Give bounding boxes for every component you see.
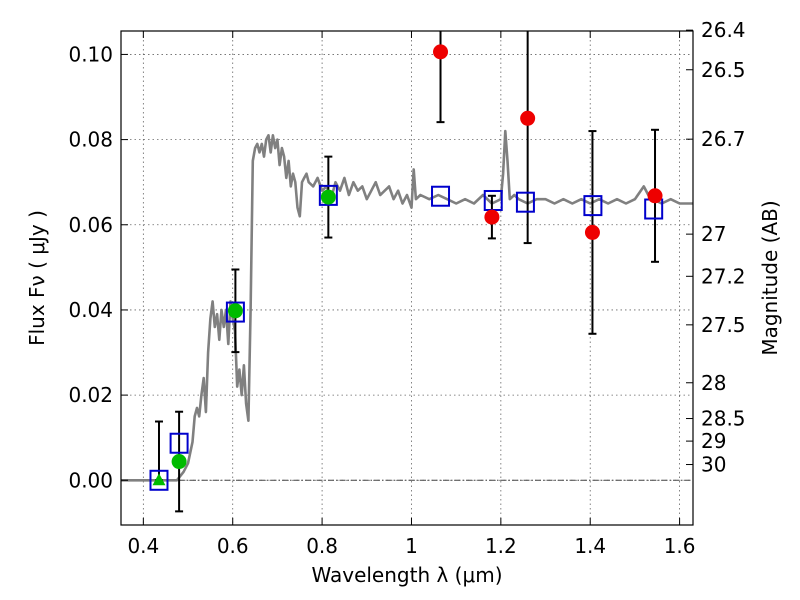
y2-tick-label: 28 [701,371,726,395]
observed-photometry-point [584,224,600,240]
x-tick-label: 0.4 [127,534,159,558]
y2-tick-label: 26.5 [701,58,746,82]
x-tick-label: 0.8 [306,534,338,558]
spectrum-line [121,129,693,482]
y2-tick-label: 27.5 [701,313,746,337]
synthetic-photometry-square [318,184,338,206]
synthetic-photometry-square [149,469,169,491]
observed-photometry-point [433,44,449,60]
y-axis-label: Flux Fν ( μJy ) [25,210,49,346]
observed-photometry-point [171,454,187,470]
observed-photometry-point [484,209,500,225]
x-tick-label: 0.6 [217,534,249,558]
y2-tick-label: 27 [701,222,726,246]
x-tick-label: 1.4 [574,534,606,558]
data-markers [149,44,664,491]
y2-tick-label: 30 [701,453,726,477]
x-tick-label: 1.2 [485,534,517,558]
y2-tick-label: 26.4 [701,18,746,42]
synthetic-photometry-square [169,432,189,454]
observed-photometry-point [227,303,243,319]
y-tick-label: 0.04 [68,298,113,322]
y2-tick-label: 29 [701,429,726,453]
model-spectrum [121,129,693,482]
x-axis-label: Wavelength λ (μm) [311,563,502,587]
y-tick-label: 0.00 [68,468,113,492]
y-tick-label: 0.10 [68,42,113,66]
synthetic-photometry-square [225,301,245,323]
y-tick-label: 0.02 [68,383,113,407]
synthetic-photometry-square [583,195,603,217]
plot-background [121,31,693,525]
upper-limit-triangle [152,473,166,486]
y2-tick-label: 26.7 [701,127,746,151]
y2-tick-label: 28.5 [701,407,746,431]
observed-photometry-point [320,189,336,205]
plot-frame [120,30,694,526]
observed-photometry-point [647,188,663,204]
x-tick-label: 1.6 [664,534,696,558]
y2-tick-label: 27.2 [701,264,746,288]
synthetic-photometry-square [431,185,451,207]
y-tick-label: 0.08 [68,128,113,152]
observed-photometry-point [520,110,536,126]
axis-ticks: 0.4 0.6 0.8 1 1.2 1.4 1.6 0.00 0.02 0.04 0.06 0.08 0… [68,18,745,558]
y-tick-label: 0.06 [68,213,113,237]
x-tick-label: 1 [405,534,418,558]
synthetic-photometry-square [515,191,535,213]
y2-axis-label: Magnitude (AB) [758,200,782,355]
